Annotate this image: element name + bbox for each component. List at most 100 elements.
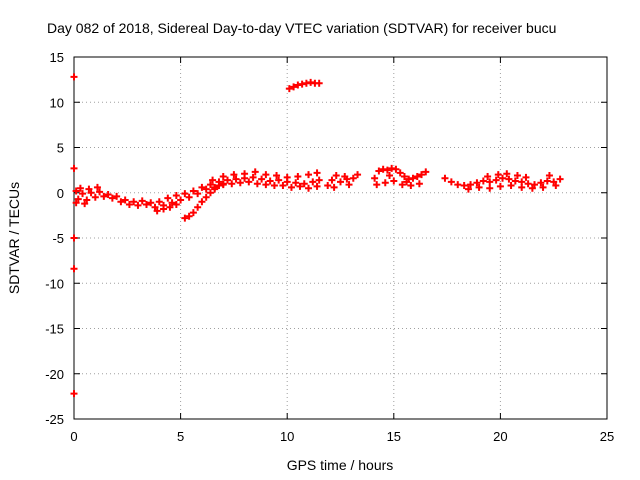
data-point: [206, 189, 214, 197]
data-point: [155, 198, 163, 206]
data-point: [202, 193, 210, 201]
data-point: [422, 168, 430, 176]
data-point: [537, 179, 545, 187]
series-segment-17-4-22-8: [441, 170, 564, 193]
data-point: [279, 182, 287, 190]
data-point: [305, 171, 313, 179]
data-point: [460, 182, 468, 190]
data-point: [181, 214, 189, 222]
data-point: [104, 191, 112, 199]
data-point: [345, 181, 353, 189]
data-point: [72, 199, 80, 207]
series-dropping-arc: [181, 180, 227, 222]
data-point: [330, 183, 338, 191]
x-tick-label: 20: [493, 429, 507, 444]
data-point: [70, 73, 78, 81]
data-point: [354, 171, 362, 179]
data-point: [258, 175, 266, 183]
data-point: [125, 201, 133, 209]
x-tick-label: 15: [387, 429, 401, 444]
data-point: [228, 180, 236, 188]
y-tick-label: 10: [50, 95, 64, 110]
data-point: [467, 181, 475, 189]
data-point: [337, 178, 344, 186]
data-point: [172, 191, 180, 199]
data-point: [300, 180, 308, 188]
chart-title: Day 082 of 2018, Sidereal Day-to-day VTE…: [47, 20, 556, 36]
data-point: [494, 171, 502, 179]
data-point: [390, 177, 398, 185]
data-point: [224, 176, 232, 184]
data-point: [74, 195, 82, 203]
data-point: [215, 182, 223, 190]
data-point: [398, 181, 406, 189]
data-point: [273, 172, 281, 180]
data-point: [241, 170, 249, 178]
series-main-band: [72, 168, 323, 215]
data-point: [309, 178, 317, 186]
y-tick-label: -5: [52, 231, 64, 246]
data-point: [475, 183, 483, 191]
data-point: [142, 201, 150, 209]
tick-labels: 0 5 10 15 20 25 -25 -20 -15 -10 -5 0 5 10 15: [45, 50, 614, 444]
data-point: [396, 169, 404, 177]
data-point: [375, 167, 383, 175]
data-point: [315, 176, 323, 184]
y-tick-label: 0: [57, 186, 64, 201]
data-point: [198, 198, 206, 206]
data-point: [108, 194, 116, 202]
data-point: [287, 183, 295, 191]
data-point: [407, 182, 415, 190]
y-tick-label: -20: [45, 367, 64, 382]
series-outliers-at-x-0: [70, 73, 78, 398]
data-point: [181, 190, 189, 198]
data-point: [185, 193, 193, 201]
data-point: [194, 190, 202, 198]
data-point: [403, 178, 411, 186]
data-points: [70, 73, 564, 398]
data-point: [249, 173, 257, 181]
data-point: [70, 390, 78, 398]
data-point: [484, 172, 492, 180]
x-tick-label: 25: [600, 429, 614, 444]
series-high-arc: [285, 78, 323, 93]
data-point: [486, 178, 494, 186]
data-point: [392, 165, 400, 173]
data-point: [117, 198, 125, 206]
data-point: [507, 182, 515, 190]
y-tick-label: 5: [57, 141, 64, 156]
data-point: [473, 179, 481, 187]
data-point: [499, 174, 507, 182]
data-point: [96, 188, 104, 196]
x-tick-label: 10: [280, 429, 294, 444]
data-point: [262, 171, 270, 179]
data-point: [147, 199, 155, 207]
data-point: [177, 196, 185, 204]
data-point: [349, 174, 357, 182]
data-point: [531, 181, 539, 189]
data-point: [332, 172, 340, 180]
data-point: [296, 182, 304, 190]
data-point: [415, 180, 423, 188]
x-axis-label: GPS time / hours: [287, 457, 394, 473]
data-point: [138, 197, 146, 205]
data-point: [409, 174, 417, 182]
data-point: [511, 177, 519, 185]
data-point: [513, 172, 521, 180]
data-point: [189, 187, 197, 195]
data-point: [232, 175, 240, 183]
data-point: [79, 190, 87, 198]
data-point: [206, 181, 214, 189]
data-point: [383, 166, 391, 174]
data-point: [91, 193, 99, 201]
x-tick-label: 0: [70, 429, 77, 444]
data-point: [522, 173, 530, 181]
data-point: [290, 83, 298, 91]
y-axis-label: SDTVAR / TECUs: [6, 182, 22, 294]
data-point: [76, 184, 84, 192]
data-point: [505, 175, 513, 183]
data-point: [160, 205, 168, 213]
data-point: [245, 178, 253, 186]
data-point: [266, 177, 274, 185]
